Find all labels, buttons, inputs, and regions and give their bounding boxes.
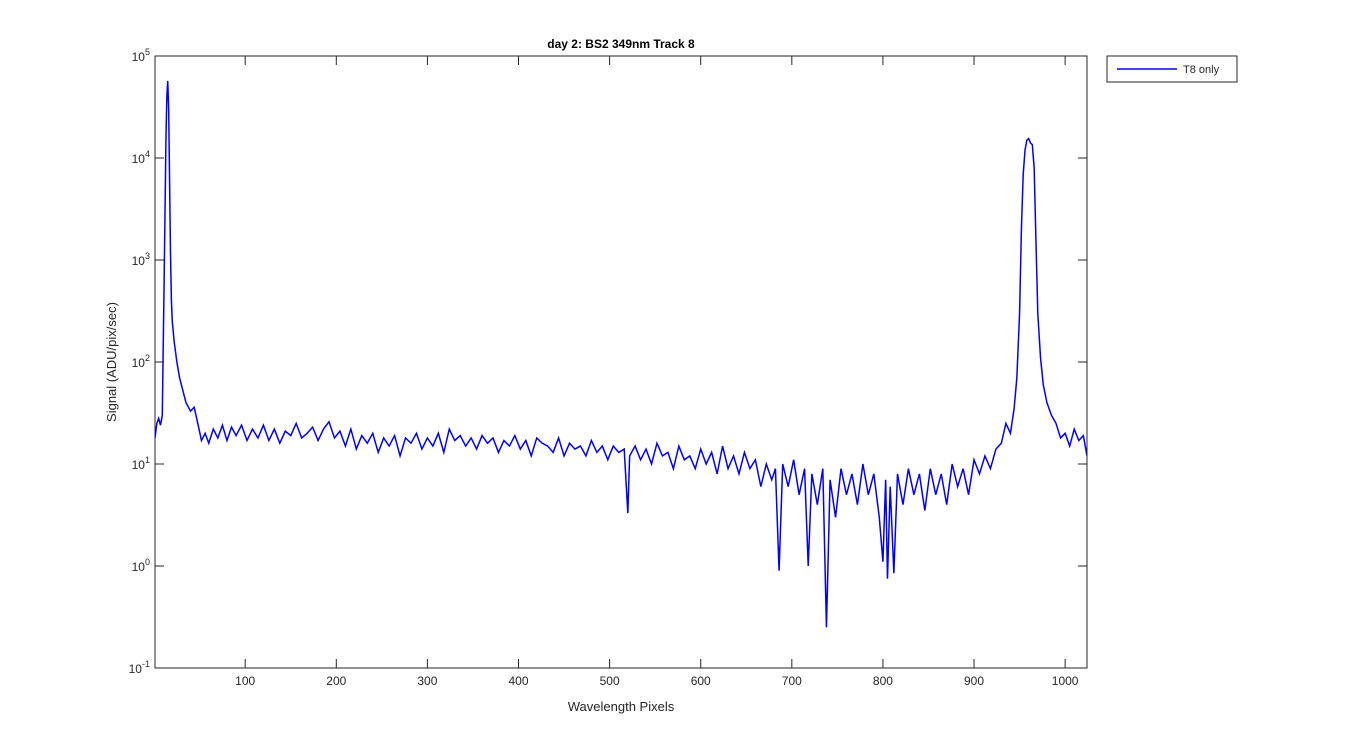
x-tick-label: 400 xyxy=(508,674,528,688)
x-tick-label: 300 xyxy=(417,674,437,688)
x-tick-label: 200 xyxy=(326,674,346,688)
y-tick-label: 105 xyxy=(132,47,150,64)
chart-title: day 2: BS2 349nm Track 8 xyxy=(547,37,695,51)
data-line xyxy=(155,80,1087,628)
y-tick-label: 104 xyxy=(132,149,150,166)
y-tick-label: 102 xyxy=(132,353,150,370)
x-tick-label: 800 xyxy=(873,674,893,688)
legend-label: T8 only xyxy=(1183,64,1220,76)
y-axis-label: Signal (ADU/pix/sec) xyxy=(104,302,119,422)
plot-area xyxy=(154,55,1088,669)
y-tick-label: 101 xyxy=(132,455,150,472)
x-tick-label: 100 xyxy=(235,674,255,688)
y-tick-label: 103 xyxy=(132,251,150,268)
y-tick-label: 100 xyxy=(132,557,150,574)
x-tick-label: 900 xyxy=(964,674,984,688)
x-tick-label: 700 xyxy=(782,674,802,688)
x-tick-label: 1000 xyxy=(1052,674,1079,688)
x-tick-label: 500 xyxy=(600,674,620,688)
y-tick-label: 10-1 xyxy=(129,659,150,676)
x-axis-label: Wavelength Pixels xyxy=(568,699,675,714)
x-tick-label: 600 xyxy=(691,674,711,688)
